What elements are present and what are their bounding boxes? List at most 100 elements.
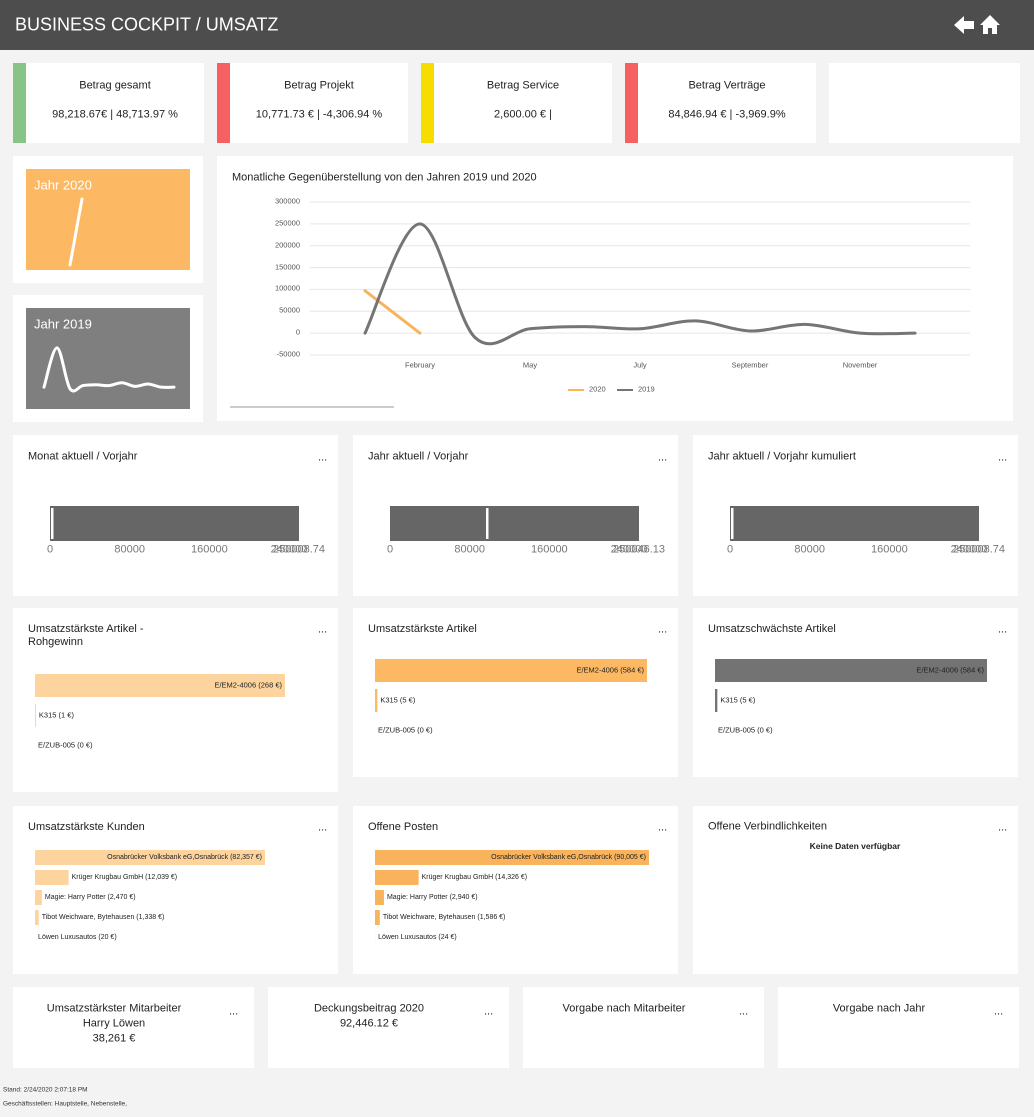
- panel-menu[interactable]: ...: [998, 623, 1008, 636]
- kpi-stripe: [421, 63, 434, 143]
- bottom-card: [13, 987, 254, 1068]
- gauge-bar: [390, 506, 639, 541]
- bar-label: E/ZUB-005 (0 €): [718, 725, 773, 735]
- sparkline-2019: [42, 346, 176, 393]
- panel-title: Jahr aktuell / Vorjahr: [368, 450, 469, 463]
- bar: [35, 890, 42, 905]
- gauge-tick-label: 240000: [270, 543, 308, 556]
- panel-menu[interactable]: ...: [998, 821, 1008, 834]
- bar-label: Tibot Weichware, Bytehausen (1,586 €): [382, 913, 506, 921]
- x-tick-label: November: [842, 360, 878, 370]
- gauge-marker: [50, 508, 54, 539]
- gauge-bar: [730, 506, 979, 541]
- kpi-label: Betrag Service: [486, 79, 560, 92]
- bar: [35, 870, 69, 885]
- bar: [375, 689, 378, 712]
- panel-menu[interactable]: ...: [658, 821, 668, 834]
- panel-menu[interactable]: ...: [998, 451, 1008, 464]
- y-tick-label: 50000: [279, 305, 300, 315]
- kpi-label: Betrag Verträge: [688, 79, 766, 92]
- panel-title: Umsatzschwächste Artikel: [708, 623, 836, 635]
- panel-title: Umsatzstärkste Artikel: [368, 623, 477, 635]
- kpi-card: [421, 63, 612, 143]
- panel-menu[interactable]: ...: [994, 1005, 1004, 1018]
- kpi-stripe: [13, 63, 26, 143]
- gauge-bar: [50, 506, 299, 541]
- bar-label: Magie: Harry Potter (2,940 €): [386, 893, 478, 901]
- line-chart-card: [217, 156, 1013, 421]
- panel-title: Umsatzstärkste Artikel - Rohgewinn: [28, 623, 144, 648]
- bar-list-card: [13, 806, 338, 974]
- y-tick-label: 0: [295, 327, 300, 337]
- gauge-tick-label: 0: [386, 543, 394, 556]
- bar-list-card: [13, 608, 338, 792]
- gauge-tick-label: 80000: [794, 543, 825, 556]
- bar-label: Löwen Luxusautos (24 €): [378, 933, 457, 941]
- gauge-max-label: 250046.13: [613, 543, 665, 556]
- footer-text: Geschäftsstellen: Hauptstelle, Nebenstel…: [3, 1100, 127, 1108]
- bar: [375, 659, 647, 682]
- year-label: Jahr 2020: [34, 177, 92, 193]
- home-icon[interactable]: [980, 15, 1000, 34]
- panel-menu[interactable]: ...: [318, 821, 328, 834]
- y-tick-label: 200000: [274, 240, 300, 250]
- kpi-stripe: [625, 63, 638, 143]
- card-line: Harry Löwen: [82, 1017, 146, 1030]
- bar-label: E/ZUB-005 (0 €): [378, 725, 433, 735]
- panel-menu[interactable]: ...: [318, 451, 328, 464]
- x-tick-label: July: [633, 360, 647, 370]
- bar: [375, 910, 380, 925]
- header-bar: [0, 0, 1034, 50]
- panel-menu[interactable]: ...: [484, 1005, 494, 1018]
- year-label: Jahr 2019: [34, 316, 92, 332]
- bar: [375, 870, 419, 885]
- card-line: 38,261 €: [92, 1032, 136, 1045]
- gauge-tick-label: 160000: [530, 543, 568, 556]
- year-tile: [26, 169, 190, 270]
- kpi-label: Betrag Projekt: [284, 79, 354, 92]
- gauge-tick-label: 80000: [454, 543, 485, 556]
- kpi-value: 10,771.73 € | -4,306.94 %: [255, 108, 383, 121]
- card-line: 92,446.12 €: [339, 1017, 399, 1030]
- kpi-card: [217, 63, 408, 143]
- panel-menu[interactable]: ...: [658, 623, 668, 636]
- gauge-tick-label: 0: [726, 543, 734, 556]
- card-title: Vorgabe nach Jahr: [832, 1002, 926, 1015]
- bar-label: E/EM2-4006 (584 €): [916, 665, 984, 675]
- bar-label: K315 (5 €): [720, 695, 756, 705]
- y-tick-label: 100000: [274, 284, 300, 294]
- bar-label: Tibot Weichware, Bytehausen (1,338 €): [41, 913, 165, 921]
- bar-label: Löwen Luxusautos (20 €): [38, 933, 117, 941]
- panel-menu[interactable]: ...: [658, 451, 668, 464]
- legend-label: 2020: [589, 384, 606, 394]
- panel-title: Monat aktuell / Vorjahr: [28, 450, 138, 463]
- bar-label: Krüger Krugbau GmbH (12,039 €): [71, 873, 178, 881]
- gauge-tick-label: 240000: [610, 543, 648, 556]
- bar-list-card: [353, 806, 678, 974]
- gauge-marker: [730, 508, 734, 539]
- panel-title: Offene Posten: [368, 821, 439, 833]
- bar: [35, 704, 36, 727]
- panel-menu[interactable]: ...: [318, 623, 328, 636]
- gauge-tick-label: 160000: [190, 543, 228, 556]
- kpi-value: 84,846.94 € | -3,969.9%: [668, 108, 786, 121]
- panel-title: Umsatzstärkste Kunden: [28, 821, 145, 833]
- x-tick-label: September: [731, 360, 769, 370]
- panel-menu[interactable]: ...: [229, 1005, 239, 1018]
- bottom-card: [778, 987, 1019, 1068]
- bar: [35, 850, 265, 865]
- empty-message: Keine Daten verfügbar: [809, 841, 901, 852]
- bar-label: E/EM2-4006 (268 €): [214, 680, 282, 690]
- bar-label: Osnabrücker Volksbank eG,Osnabrück (82,3…: [107, 853, 262, 861]
- legend-label: 2019: [638, 384, 655, 394]
- card-title: Deckungsbeitrag 2020: [313, 1002, 425, 1015]
- kpi-value: 98,218.67€ | 48,713.97 %: [52, 108, 178, 121]
- bar-list-card: [693, 608, 1018, 777]
- bar: [35, 910, 39, 925]
- panel-menu[interactable]: ...: [739, 1005, 749, 1018]
- y-tick-label: 300000: [274, 196, 300, 206]
- empty-panel-card: [693, 806, 1018, 974]
- back-icon[interactable]: [954, 16, 974, 34]
